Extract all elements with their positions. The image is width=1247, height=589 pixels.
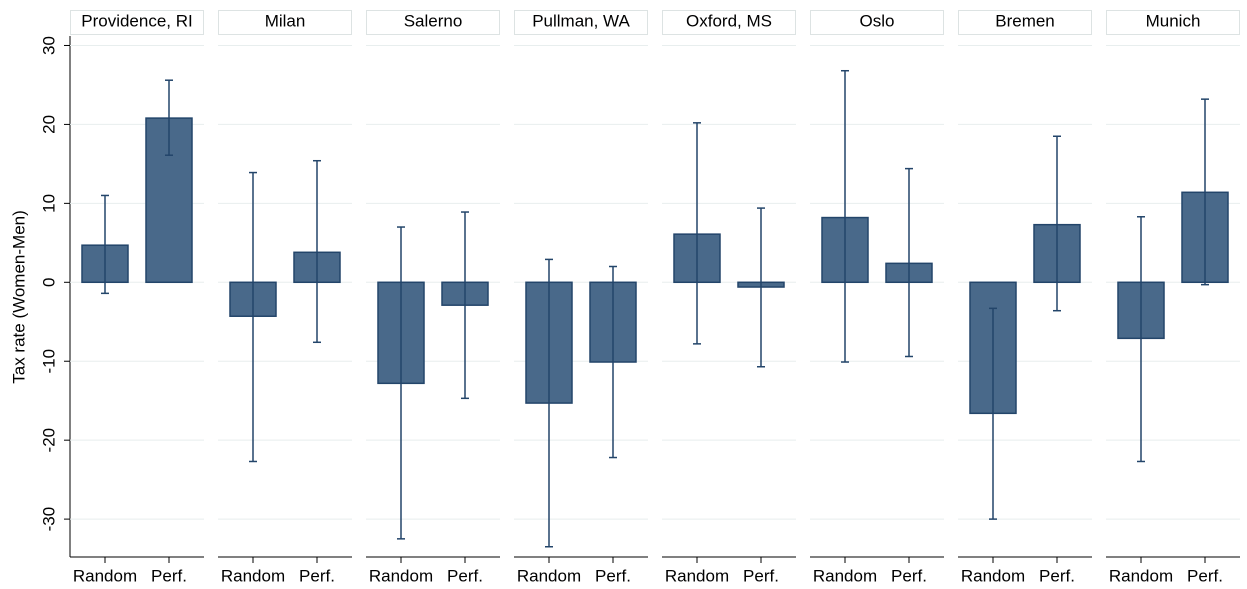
panel-title: Bremen [995,11,1055,30]
x-tick-label: Random [665,566,729,585]
panel-title: Milan [265,11,306,30]
panel-title: Salerno [404,11,463,30]
error-bar [461,211,469,400]
x-tick-label: Perf. [447,566,483,585]
y-tick-label: -20 [39,428,58,453]
x-tick-label: Perf. [151,566,187,585]
y-tick-label: 10 [39,194,58,213]
error-bar [757,207,765,368]
x-tick-label: Random [1109,566,1173,585]
panel-header [958,10,1092,35]
x-tick-label: Perf. [595,566,631,585]
y-tick-label: 0 [39,278,58,287]
x-tick-label: Random [517,566,581,585]
error-bar [905,167,913,358]
x-tick-label: Perf. [1039,566,1075,585]
panel-header [218,10,352,35]
y-tick-label: -30 [39,507,58,532]
x-tick-label: Random [369,566,433,585]
panel-header [810,10,944,35]
panel-header [70,10,204,35]
x-tick-label: Perf. [1187,566,1223,585]
x-tick-label: Perf. [743,566,779,585]
panel-title: Pullman, WA [532,11,630,30]
panel-header [662,10,796,35]
error-bar [313,159,321,344]
error-bar [989,307,997,520]
panel-title: Providence, RI [81,11,193,30]
panel-title: Munich [1146,11,1201,30]
x-tick-label: Perf. [299,566,335,585]
error-bar [1201,98,1209,286]
y-tick-label: 30 [39,36,58,55]
x-tick-label: Random [221,566,285,585]
error-bar [101,194,109,295]
error-bar [1137,216,1145,463]
y-axis-label: Tax rate (Women-Men) [9,210,28,384]
x-tick-label: Perf. [891,566,927,585]
error-bar [1053,135,1061,312]
y-tick-label: 20 [39,115,58,134]
x-tick-label: Random [813,566,877,585]
y-tick-label: -10 [39,349,58,374]
error-bar [609,265,617,459]
error-bar [545,258,553,548]
x-tick-label: Random [73,566,137,585]
error-bar [165,79,173,156]
panel-header [366,10,500,35]
panel-title: Oslo [860,11,895,30]
panel-header [514,10,648,35]
panel-header [1106,10,1240,35]
panel-title: Oxford, MS [686,11,772,30]
error-bar [693,122,701,345]
error-bar [841,69,849,363]
error-bar [397,226,405,540]
x-tick-label: Random [961,566,1025,585]
error-bar [249,171,257,463]
